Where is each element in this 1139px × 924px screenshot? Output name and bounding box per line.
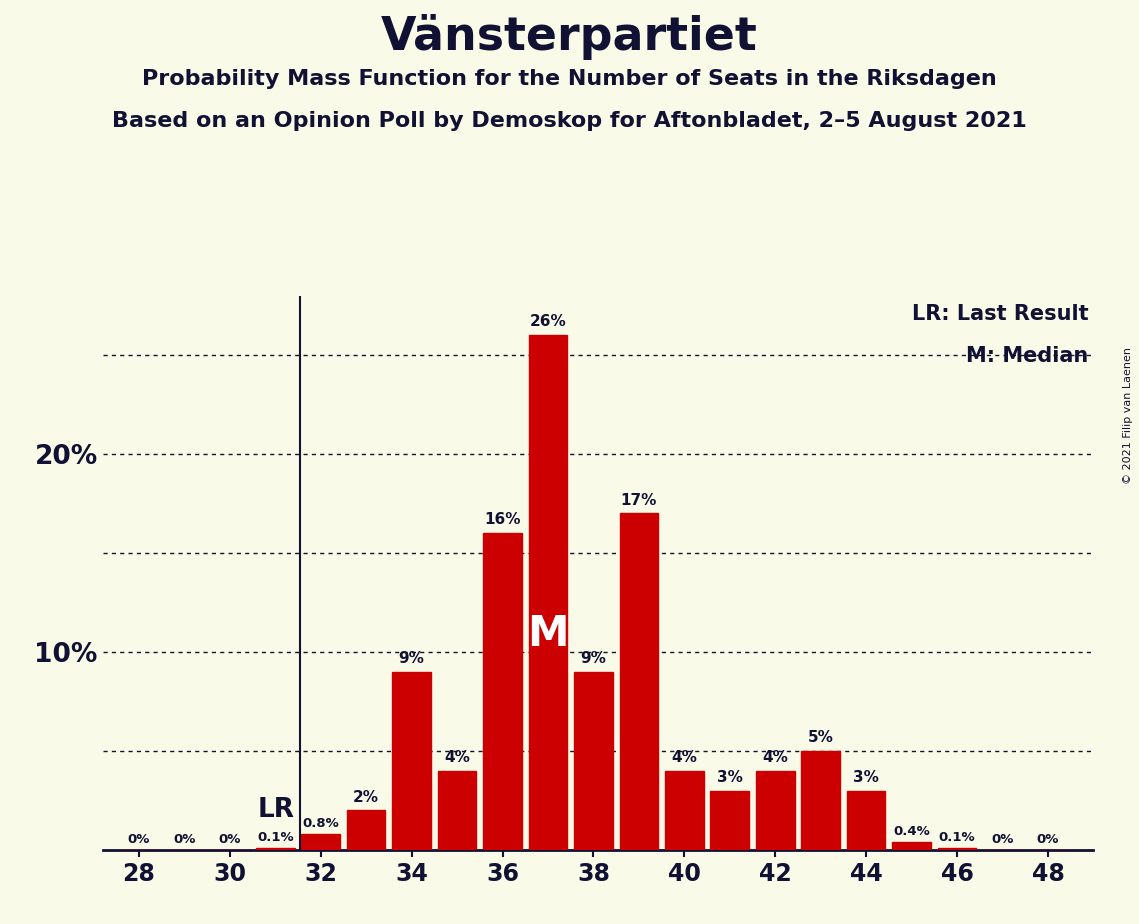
Text: 0.1%: 0.1% xyxy=(257,832,294,845)
Text: 0%: 0% xyxy=(173,833,196,846)
Text: © 2021 Filip van Laenen: © 2021 Filip van Laenen xyxy=(1123,347,1133,484)
Bar xyxy=(483,533,522,850)
Bar xyxy=(392,672,431,850)
Bar xyxy=(711,791,749,850)
Text: M: Median: M: Median xyxy=(966,346,1089,366)
Text: Probability Mass Function for the Number of Seats in the Riksdagen: Probability Mass Function for the Number… xyxy=(142,69,997,90)
Text: Vänsterpartiet: Vänsterpartiet xyxy=(382,14,757,60)
Bar xyxy=(302,834,341,850)
Text: 2%: 2% xyxy=(353,789,379,805)
Text: Based on an Opinion Poll by Demoskop for Aftonbladet, 2–5 August 2021: Based on an Opinion Poll by Demoskop for… xyxy=(112,111,1027,131)
Text: 26%: 26% xyxy=(530,314,566,329)
Bar xyxy=(756,771,795,850)
Text: 16%: 16% xyxy=(484,512,521,528)
Bar xyxy=(665,771,704,850)
Text: 4%: 4% xyxy=(671,750,697,765)
Text: 5%: 5% xyxy=(808,730,834,745)
Text: 3%: 3% xyxy=(853,770,879,784)
Text: 0%: 0% xyxy=(128,833,150,846)
Text: 17%: 17% xyxy=(621,492,657,507)
Text: 4%: 4% xyxy=(762,750,788,765)
Text: LR: LR xyxy=(257,797,295,823)
Text: M: M xyxy=(527,613,568,655)
Bar xyxy=(347,810,385,850)
Text: 0.4%: 0.4% xyxy=(893,825,929,838)
Bar xyxy=(620,514,658,850)
Bar xyxy=(574,672,613,850)
Text: 9%: 9% xyxy=(399,650,425,666)
Text: 0%: 0% xyxy=(1036,833,1059,846)
Bar xyxy=(846,791,885,850)
Text: 4%: 4% xyxy=(444,750,470,765)
Bar xyxy=(528,335,567,850)
Text: LR: Last Result: LR: Last Result xyxy=(912,304,1089,324)
Text: 0%: 0% xyxy=(219,833,241,846)
Text: 0.1%: 0.1% xyxy=(939,832,975,845)
Bar xyxy=(256,848,295,850)
Text: 9%: 9% xyxy=(581,650,606,666)
Text: 0.8%: 0.8% xyxy=(302,818,339,831)
Text: 0%: 0% xyxy=(991,833,1014,846)
Bar xyxy=(437,771,476,850)
Text: 3%: 3% xyxy=(716,770,743,784)
Bar xyxy=(892,842,931,850)
Bar xyxy=(937,848,976,850)
Bar xyxy=(802,751,841,850)
